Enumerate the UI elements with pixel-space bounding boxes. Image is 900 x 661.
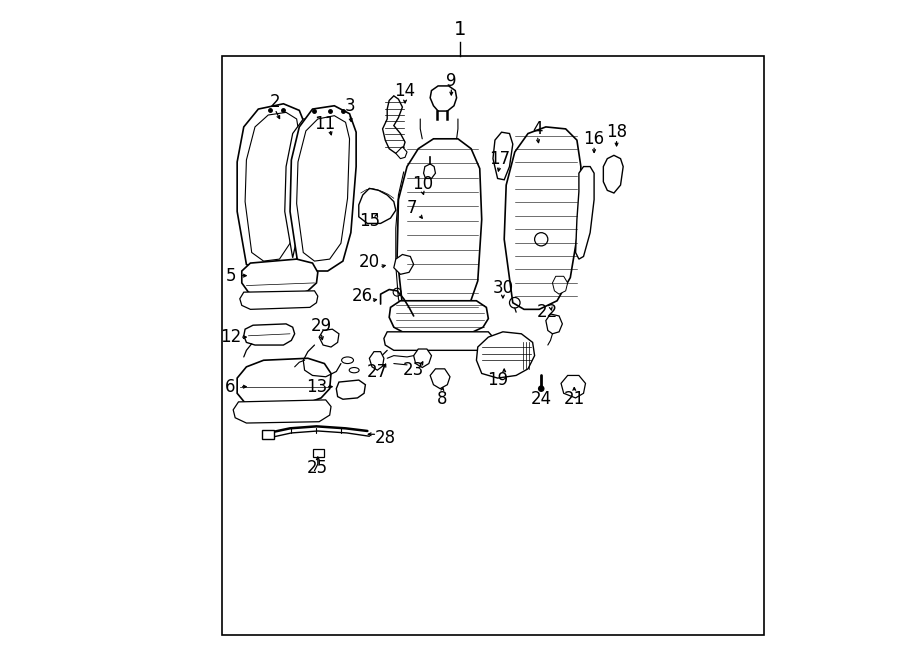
Text: 14: 14 [394,82,416,100]
Text: 30: 30 [492,278,513,297]
Polygon shape [389,301,489,332]
Polygon shape [369,352,384,370]
Text: 13: 13 [306,377,327,396]
Text: 1: 1 [454,20,466,39]
Polygon shape [394,254,414,274]
Polygon shape [233,400,331,423]
Text: 5: 5 [225,266,236,285]
Bar [312,449,324,457]
Text: 9: 9 [446,71,456,90]
Text: 17: 17 [489,149,510,168]
Text: 12: 12 [220,328,241,346]
Polygon shape [553,276,568,294]
Polygon shape [242,259,318,297]
Bar [262,430,274,439]
Text: 3: 3 [344,97,355,115]
Polygon shape [337,380,365,399]
Text: 27: 27 [366,363,388,381]
Polygon shape [424,164,436,178]
Bar [222,56,764,635]
Polygon shape [561,375,586,398]
Polygon shape [414,349,431,368]
Polygon shape [576,167,594,259]
Polygon shape [239,291,318,309]
Text: 6: 6 [225,377,236,396]
Text: 24: 24 [531,389,552,408]
Polygon shape [284,119,321,258]
Polygon shape [297,116,349,261]
Polygon shape [493,132,513,180]
Polygon shape [545,314,562,334]
Text: 8: 8 [436,389,447,408]
Text: 26: 26 [352,287,374,305]
Text: 10: 10 [411,175,433,193]
Polygon shape [430,86,456,111]
Text: 28: 28 [374,428,396,447]
Text: 25: 25 [307,459,328,477]
Text: 22: 22 [537,303,559,321]
Text: 11: 11 [314,115,335,134]
Polygon shape [320,329,339,347]
Text: 2: 2 [269,93,280,112]
Text: 21: 21 [563,389,585,408]
Polygon shape [476,332,535,378]
Text: 18: 18 [606,123,627,141]
Polygon shape [396,147,407,159]
Text: 7: 7 [407,199,418,217]
Polygon shape [244,324,294,345]
Text: 29: 29 [310,317,332,335]
Polygon shape [245,112,300,261]
Circle shape [538,385,544,392]
Text: 23: 23 [403,361,424,379]
Polygon shape [382,96,405,153]
Text: 4: 4 [532,120,543,138]
Polygon shape [238,104,308,272]
Text: 15: 15 [359,212,380,231]
Polygon shape [603,155,623,193]
Polygon shape [359,188,396,223]
Text: 19: 19 [487,371,508,389]
Polygon shape [397,139,482,319]
Polygon shape [384,332,493,350]
Text: 20: 20 [359,253,380,272]
Text: 16: 16 [583,130,605,148]
Polygon shape [430,369,450,389]
Polygon shape [504,127,580,309]
Polygon shape [290,106,356,271]
Polygon shape [238,358,331,407]
